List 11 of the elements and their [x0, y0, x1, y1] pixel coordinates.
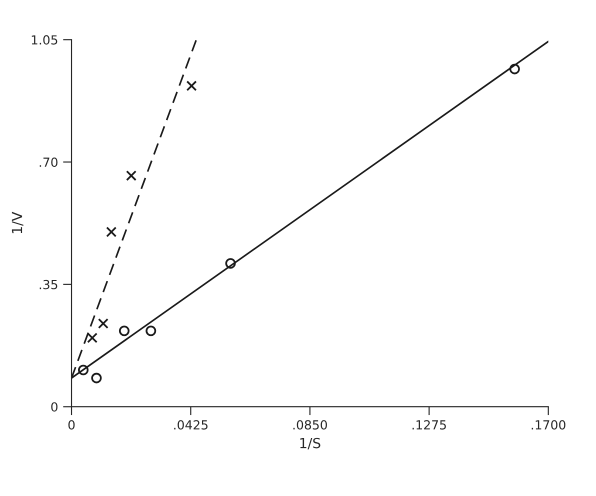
x-tick-label: .1275 [412, 420, 446, 430]
x-tick-label: .1700 [532, 420, 566, 430]
x-axis-title: 1/S [300, 438, 320, 450]
y-tick-label: .35 [40, 280, 58, 290]
x-tick-label: 0 [68, 420, 75, 430]
y-tick-label: 1.05 [32, 35, 58, 45]
y-tick-label: 0 [51, 402, 58, 412]
y-tick-label: .70 [40, 158, 58, 167]
x-tick-label: .0850 [293, 420, 327, 430]
y-axis-title: 1/V [12, 212, 24, 234]
x-tick-label: .0425 [174, 420, 208, 430]
